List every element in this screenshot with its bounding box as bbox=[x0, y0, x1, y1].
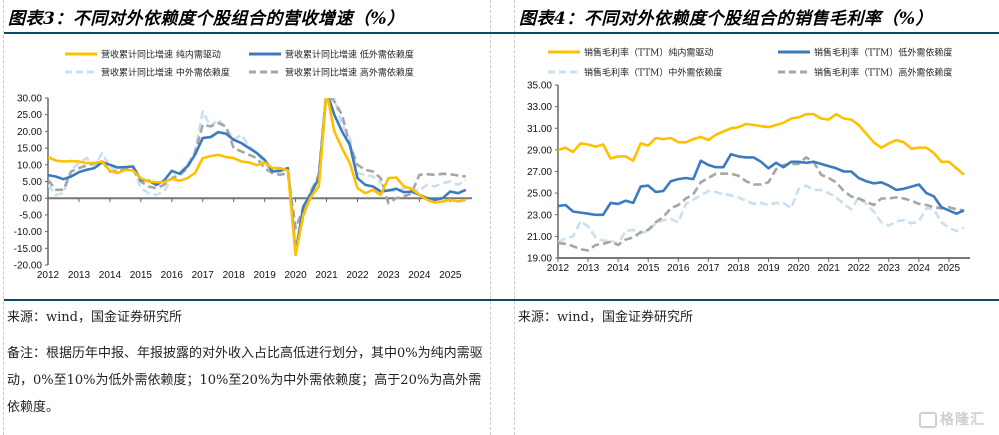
watermark-text: 格隆汇 bbox=[940, 412, 985, 428]
panel-divider-right bbox=[514, 0, 515, 435]
chart3-x-tick-label: 2012 bbox=[37, 270, 60, 281]
chart4-legend-low-label: 销售毛利率（TTM）低外需依赖度 bbox=[814, 47, 952, 59]
chart4-source: 来源：wind，国金证券研究所 bbox=[518, 310, 693, 325]
chart4-legend-mid-label: 销售毛利率（TTM）中外需依赖度 bbox=[584, 67, 722, 79]
chart4-series-pure-line bbox=[558, 112, 965, 176]
chart4-y-tick-label: 31.00 bbox=[527, 124, 552, 135]
chart3-series-pure-line bbox=[48, 98, 467, 257]
chart3-x-tick-label: 2019 bbox=[254, 270, 277, 281]
chart3-x-tick-label: 2016 bbox=[161, 270, 184, 281]
chart4-title: 图表4：不同对外依赖度个股组合的销售毛利率（%） bbox=[519, 9, 933, 29]
chart3-legend-pure-label: 营收累计同比增速 纯内需驱动 bbox=[101, 49, 221, 61]
chart4-x-tick-label: 2017 bbox=[697, 263, 720, 274]
chart3-title: 图表3：不同对外依赖度个股组合的营收增速（%） bbox=[8, 9, 405, 29]
chart4-x-tick-label: 2023 bbox=[878, 263, 901, 274]
chart3-y-tick-label: 0.00 bbox=[23, 194, 43, 205]
chart3-x-tick-label: 2024 bbox=[408, 270, 431, 281]
chart3-legend-mid-label: 营收累计同比增速 中外需依赖度 bbox=[101, 67, 230, 79]
source-rule bbox=[4, 299, 999, 301]
chart4-y-tick-label: 23.00 bbox=[527, 210, 552, 221]
chart3-y-tick-label: 15.00 bbox=[17, 144, 42, 155]
chart4-y-tick-label: 29.00 bbox=[527, 145, 552, 156]
chart4-y-tick-label: 21.00 bbox=[527, 232, 552, 243]
chart4-x-tick-label: 2019 bbox=[757, 263, 780, 274]
chart3-y-tick-label: -10.00 bbox=[14, 227, 43, 238]
chart3-note: 备注：根据历年中报、年报披露的对外收入占比高低进行划分，其中0%为纯内需驱动，0… bbox=[7, 346, 483, 415]
chart4-legend-pure-label: 销售毛利率（TTM）纯内需驱动 bbox=[584, 47, 713, 59]
chart4-series-mid-line bbox=[558, 184, 965, 246]
chart4-y-tick-label: 35.00 bbox=[527, 81, 552, 92]
chart4-y-tick-label: 19.00 bbox=[527, 254, 552, 265]
chart3-y-tick-label: 20.00 bbox=[17, 127, 42, 138]
chart4-x-tick-label: 2021 bbox=[818, 263, 841, 274]
chart3-y-tick-label: -5.00 bbox=[19, 210, 42, 221]
chart3-series-mid-line bbox=[48, 98, 467, 247]
chart3-x-tick-label: 2015 bbox=[130, 270, 153, 281]
watermark: 格隆汇 bbox=[919, 409, 985, 429]
chart3-x-tick-label: 2020 bbox=[284, 270, 307, 281]
panel-left-border bbox=[3, 0, 4, 435]
chart4-series-low-line bbox=[558, 152, 965, 217]
chart4-x-tick-label: 2025 bbox=[938, 263, 961, 274]
chart4-y-tick-label: 33.00 bbox=[527, 102, 552, 113]
chart4-x-tick-label: 2014 bbox=[607, 263, 630, 274]
chart4-legend-high-label: 销售毛利率（TTM）高外需依赖度 bbox=[814, 67, 952, 79]
chart3-y-tick-label: 25.00 bbox=[17, 110, 42, 121]
chart3-x-tick-label: 2025 bbox=[439, 270, 462, 281]
chart3-source: 来源：wind，国金证券研究所 bbox=[7, 310, 182, 325]
chart3-x-tick-label: 2013 bbox=[68, 270, 91, 281]
chart3-series-low-line bbox=[48, 98, 467, 255]
chart3-x-tick-label: 2018 bbox=[223, 270, 246, 281]
chart3-series-high-line bbox=[48, 98, 466, 230]
chart3-y-tick-label: -15.00 bbox=[14, 244, 43, 255]
chart4-x-tick-label: 2022 bbox=[848, 263, 871, 274]
chart3-legend-low-label: 营收累计同比增速 低外需依赖度 bbox=[285, 49, 414, 61]
chart3-y-tick-label: 30.00 bbox=[17, 94, 42, 105]
title-rule bbox=[4, 32, 999, 34]
chart4-x-tick-label: 2015 bbox=[637, 263, 660, 274]
chart4-x-tick-label: 2024 bbox=[908, 263, 931, 274]
chart4-series-high-line bbox=[558, 156, 965, 252]
chart4-x-tick-label: 2020 bbox=[787, 263, 810, 274]
chart4-x-tick-label: 2018 bbox=[727, 263, 750, 274]
chart4-x-tick-label: 2013 bbox=[577, 263, 600, 274]
chart3-y-tick-label: 10.00 bbox=[17, 160, 42, 171]
chart4-y-tick-label: 25.00 bbox=[527, 189, 552, 200]
chart3-x-tick-label: 2014 bbox=[99, 270, 122, 281]
chart3-y-tick-label: -20.00 bbox=[14, 261, 43, 272]
chart4-y-tick-label: 27.00 bbox=[527, 167, 552, 178]
chart4-x-tick-label: 2012 bbox=[547, 263, 570, 274]
chart3-x-tick-label: 2021 bbox=[315, 270, 338, 281]
chart3-x-tick-label: 2022 bbox=[346, 270, 369, 281]
chart3-legend-high-label: 营收累计同比增速 高外需依赖度 bbox=[285, 67, 414, 79]
chart3-y-tick-label: 5.00 bbox=[23, 177, 43, 188]
chart4-x-tick-label: 2016 bbox=[667, 263, 690, 274]
watermark-logo-icon bbox=[919, 412, 937, 428]
panel-divider-left bbox=[490, 0, 491, 435]
chart3-x-tick-label: 2023 bbox=[377, 270, 400, 281]
chart3-x-tick-label: 2017 bbox=[192, 270, 215, 281]
